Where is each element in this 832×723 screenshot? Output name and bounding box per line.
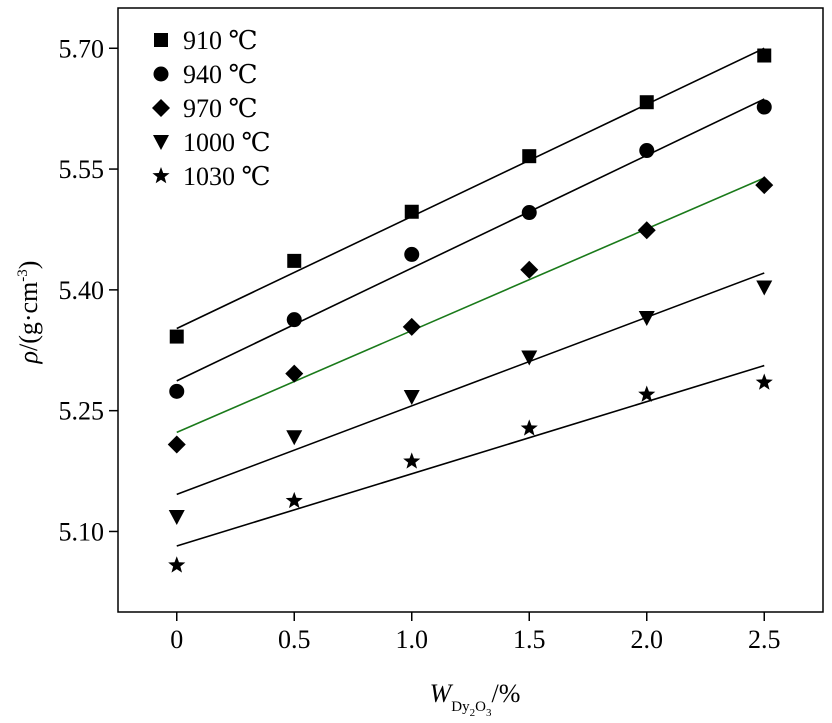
data-point-series-3 xyxy=(756,280,773,296)
y-tick-label: 5.70 xyxy=(59,34,105,63)
y-axis-title: ρ/(g·cm-3) xyxy=(14,261,43,365)
x-tick-label: 2.5 xyxy=(748,625,781,654)
fit-lines xyxy=(176,47,765,547)
legend-label-series-3: 1000 ℃ xyxy=(183,128,271,157)
data-point-series-3 xyxy=(286,430,303,446)
fit-line-series-1 xyxy=(176,98,765,382)
data-point-series-0 xyxy=(287,253,302,268)
y-tick-label: 5.55 xyxy=(59,155,105,184)
legend-label-series-4: 1030 ℃ xyxy=(183,162,271,191)
y-tick-label: 5.25 xyxy=(59,397,105,426)
legend-marker-series-0 xyxy=(154,33,168,47)
legend-marker-series-1 xyxy=(153,66,169,82)
data-point-series-2 xyxy=(520,260,539,279)
data-point-series-4 xyxy=(403,452,421,469)
data-point-series-3 xyxy=(638,311,655,327)
x-tick-label: 1.0 xyxy=(396,625,429,654)
data-point-series-1 xyxy=(169,383,185,399)
data-point-series-2 xyxy=(167,435,186,454)
data-point-series-1 xyxy=(521,205,537,221)
fit-line-series-2 xyxy=(176,177,765,434)
x-tick-label: 2.0 xyxy=(631,625,664,654)
x-axis-title: WDy2O3/% xyxy=(430,679,521,719)
data-point-series-0 xyxy=(522,149,537,164)
y-tick-label: 5.40 xyxy=(59,276,105,305)
data-point-series-0 xyxy=(404,204,419,219)
data-point-series-0 xyxy=(757,48,772,63)
data-point-series-1 xyxy=(286,312,302,328)
data-point-series-2 xyxy=(637,221,656,240)
x-tick-label: 0 xyxy=(170,625,183,654)
legend-label-series-1: 940 ℃ xyxy=(183,60,258,89)
fit-line-series-3 xyxy=(176,272,765,496)
fit-line-series-4 xyxy=(176,364,765,547)
data-point-series-2 xyxy=(402,317,421,336)
axis-ticks: 0 0.5 1.0 1.5 2.0 2.5 5.10 5.25 5.40 5.55 5.70 xyxy=(59,34,781,654)
data-point-series-4 xyxy=(755,373,773,390)
data-point-series-0 xyxy=(639,95,654,110)
data-point-series-1 xyxy=(639,143,655,159)
data-point-series-1 xyxy=(404,246,420,262)
x-tick-label: 1.5 xyxy=(513,625,546,654)
data-point-series-3 xyxy=(168,509,185,525)
data-point-series-2 xyxy=(755,176,774,195)
data-point-series-3 xyxy=(403,389,420,405)
data-point-series-2 xyxy=(285,364,304,383)
x-tick-label: 0.5 xyxy=(278,625,311,654)
data-point-series-3 xyxy=(521,350,538,366)
y-tick-label: 5.10 xyxy=(59,517,105,546)
legend-marker-series-4 xyxy=(152,167,170,184)
legend-marker-series-3 xyxy=(153,135,169,150)
data-point-series-0 xyxy=(169,329,184,344)
data-point-series-4 xyxy=(168,556,186,573)
data-point-series-4 xyxy=(638,385,656,402)
fit-line-series-0 xyxy=(176,47,765,330)
data-point-series-1 xyxy=(756,99,772,115)
legend-label-series-0: 910 ℃ xyxy=(183,26,258,55)
data-point-series-4 xyxy=(285,491,303,509)
data-point-series-4 xyxy=(520,419,538,436)
legend-label-series-2: 970 ℃ xyxy=(183,94,258,123)
data-points xyxy=(167,48,774,573)
legend: 910 ℃ 940 ℃ 970 ℃ 1000 ℃ 1030 ℃ xyxy=(152,26,271,191)
legend-marker-series-2 xyxy=(152,99,170,117)
plot-frame xyxy=(117,7,824,613)
